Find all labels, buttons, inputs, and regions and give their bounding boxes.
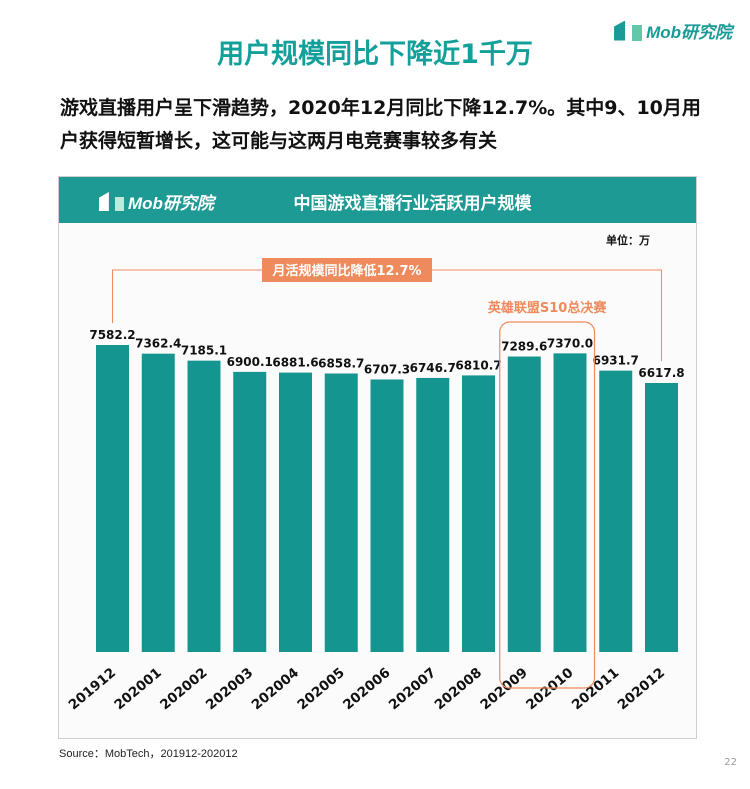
data-label-202004: 6881.6: [272, 356, 318, 370]
x-tick-label-202005: 202005: [294, 665, 347, 713]
bar-202002: [187, 360, 221, 652]
data-label-202001: 7362.4: [135, 337, 181, 351]
x-tick-label-202004: 202004: [249, 665, 302, 713]
data-label-202003: 6900.1: [227, 355, 273, 369]
data-label-202002: 7185.1: [181, 344, 227, 358]
bar-202004: [279, 372, 312, 652]
data-label-202010: 7370.0: [547, 336, 593, 350]
bar-202003: [233, 371, 267, 652]
x-tick-label-201912: 201912: [66, 665, 119, 713]
x-tick-label-202007: 202007: [386, 665, 439, 713]
x-tick-label-202009: 202009: [477, 665, 530, 713]
bar-202009: [507, 356, 541, 652]
x-tick-label-202001: 202001: [111, 665, 164, 713]
x-tick-label-202003: 202003: [203, 665, 256, 713]
data-label-202007: 6746.7: [410, 361, 456, 375]
bar-201912: [96, 345, 129, 652]
page-number: 22: [724, 757, 737, 768]
bar-202005: [324, 373, 358, 652]
data-label-202008: 6810.7: [455, 358, 501, 372]
bar-202001: [141, 353, 175, 652]
data-label-202006: 6707.3: [364, 362, 410, 376]
bar-202011: [599, 370, 633, 652]
highlight-box: [499, 321, 596, 689]
chart-title: 中国游戏直播行业活跃用户规模: [293, 194, 532, 214]
bar-202008: [462, 375, 495, 652]
brand-logo-text: Mob研究院: [646, 23, 732, 42]
chart-brand-logo: Mob研究院: [99, 189, 214, 214]
building-icon: [614, 20, 626, 41]
data-label-202011: 6931.7: [593, 354, 639, 368]
page-subtitle: 游戏直播用户呈下滑趋势，2020年12月同比下降12.7%。其中9、10月用户获…: [60, 97, 701, 152]
bar-202006: [370, 379, 404, 652]
yoy-label: 月活规模同比降低12.7%: [271, 263, 421, 279]
data-label-202012: 6617.8: [638, 366, 684, 380]
data-label-201912: 7582.2: [89, 328, 135, 342]
x-tick-label-202002: 202002: [157, 665, 210, 713]
bar-202007: [416, 377, 450, 652]
chart-brand-logo-text: Mob研究院: [128, 194, 214, 213]
brand-logo: Mob研究院: [614, 18, 732, 43]
x-tick-label-202010: 202010: [523, 665, 576, 713]
building-icon: [99, 192, 109, 211]
highlight-label: 英雄联盟S10总决赛: [487, 300, 607, 316]
x-tick-label-202008: 202008: [432, 665, 485, 713]
x-tick-label-202006: 202006: [340, 665, 393, 713]
chart-banner: Mob研究院 中国游戏直播行业活跃用户规模: [59, 177, 696, 223]
bar-202012: [645, 383, 678, 652]
source-note: Source：MobTech，201912-202012: [59, 748, 238, 760]
x-tick-label-202012: 202012: [615, 665, 668, 713]
bar-202010: [553, 353, 587, 652]
building-icon-small: [115, 197, 124, 211]
page-title: 用户规模同比下降近1千万: [217, 39, 533, 70]
data-label-202005: 6858.7: [318, 357, 364, 371]
x-tick-label-202011: 202011: [569, 665, 622, 713]
yoy-label-box: [262, 258, 432, 282]
building-icon-small: [632, 24, 643, 41]
unit-label: 单位：万: [606, 234, 650, 247]
data-label-202009: 7289.6: [501, 340, 547, 354]
